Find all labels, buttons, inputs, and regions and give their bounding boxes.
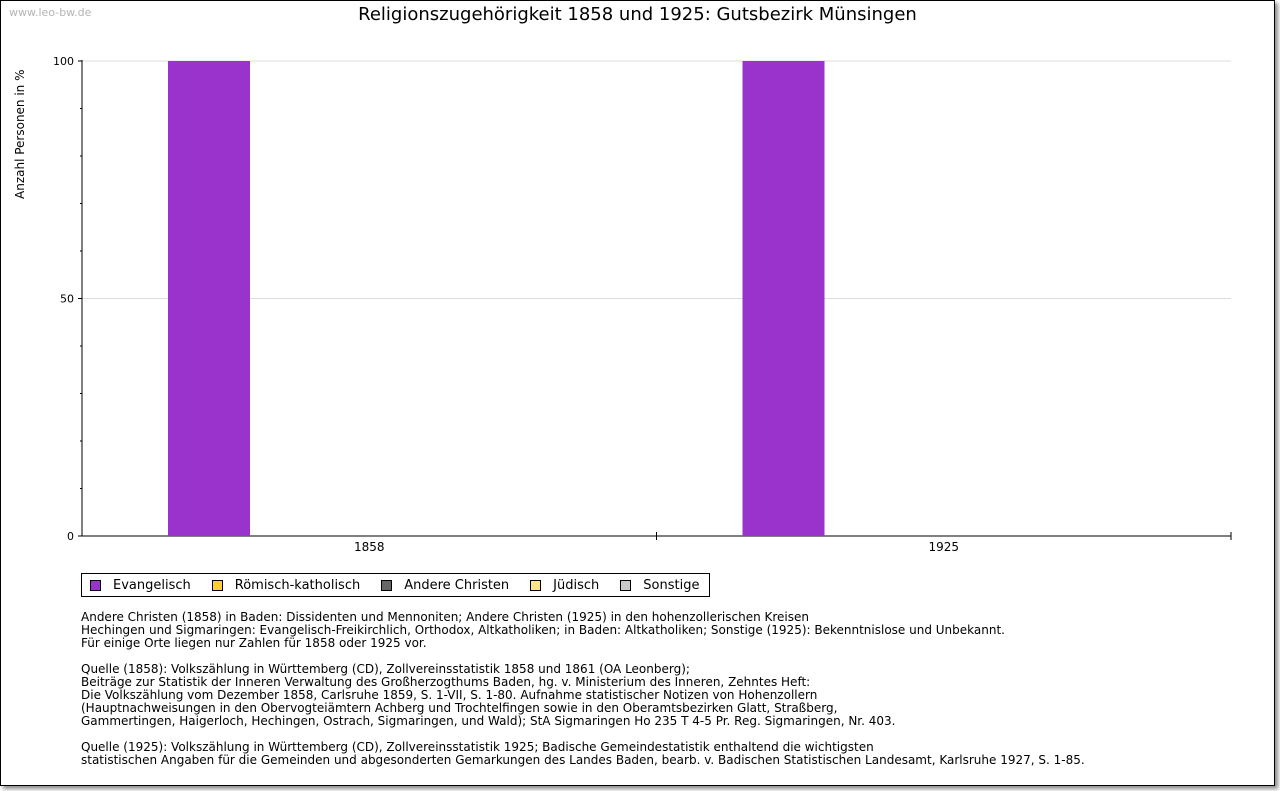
legend-item: Jüdisch	[530, 578, 599, 593]
legend-item: Römisch-katholisch	[211, 577, 361, 593]
legend-item: Andere Christen	[381, 578, 509, 593]
legend-label: Römisch-katholisch	[234, 577, 361, 593]
note-definitions: Andere Christen (1858) in Baden: Disside…	[81, 610, 1005, 650]
legend-label: Jüdisch	[553, 577, 600, 593]
watermark: www.leo-bw.de	[9, 6, 92, 19]
x-tick-label: 1925	[928, 540, 959, 554]
y-tick-label: 0	[67, 530, 74, 543]
legend-item: Sonstige	[620, 578, 699, 593]
legend-swatch	[211, 579, 223, 591]
legend-item: Evangelisch	[90, 578, 191, 593]
note-source-1858: Quelle (1858): Volkszählung in Württembe…	[81, 662, 896, 728]
legend-label: Andere Christen	[404, 577, 510, 593]
y-tick-label: 100	[53, 55, 74, 68]
legend: Evangelisch Römisch-katholisch Andere Chri…	[81, 573, 711, 597]
chart-title: Religionszugehörigkeit 1858 und 1925: Gu…	[358, 4, 917, 25]
legend-label: Evangelisch	[113, 577, 191, 593]
legend-label: Sonstige	[643, 577, 700, 593]
notes: Andere Christen (1858) in Baden: Disside…	[81, 611, 1085, 780]
note-source-1925: Quelle (1925): Volkszählung in Württembe…	[81, 740, 1085, 767]
legend-swatch	[530, 579, 542, 591]
legend-swatch	[620, 579, 632, 591]
bar	[168, 61, 250, 536]
plot-area: 0 50 100 1858 1925	[53, 55, 1232, 554]
legend-swatch	[381, 579, 393, 591]
x-tick-label: 1858	[354, 540, 385, 554]
legend-swatch	[90, 579, 101, 591]
y-tick-label: 50	[60, 293, 74, 306]
bar	[742, 61, 825, 536]
